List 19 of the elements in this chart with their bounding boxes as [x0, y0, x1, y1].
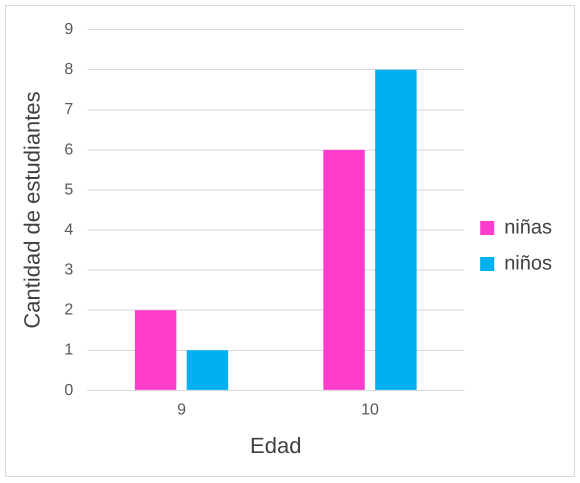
y-tick-label: 4 — [64, 221, 74, 238]
bar — [375, 70, 417, 390]
y-tick-label: 3 — [64, 262, 74, 279]
bar — [134, 310, 176, 390]
y-tick-label: 5 — [64, 181, 74, 198]
y-tick-label: 6 — [64, 141, 74, 158]
bar — [186, 350, 228, 390]
y-tick-label: 0 — [64, 382, 74, 399]
y-tick-label: 2 — [64, 302, 74, 319]
y-tick-label: 8 — [64, 61, 74, 78]
x-axis-title: Edad — [250, 432, 302, 458]
bar — [323, 150, 365, 390]
x-tick-label: 10 — [361, 401, 379, 418]
y-axis-title: Cantidad de estudiantes — [19, 91, 44, 329]
legend-label: niñas — [504, 216, 552, 239]
legend-label: niños — [504, 252, 552, 275]
y-tick-label: 7 — [64, 101, 74, 118]
y-tick-label: 1 — [64, 342, 74, 359]
y-tick-label: 9 — [64, 21, 74, 38]
